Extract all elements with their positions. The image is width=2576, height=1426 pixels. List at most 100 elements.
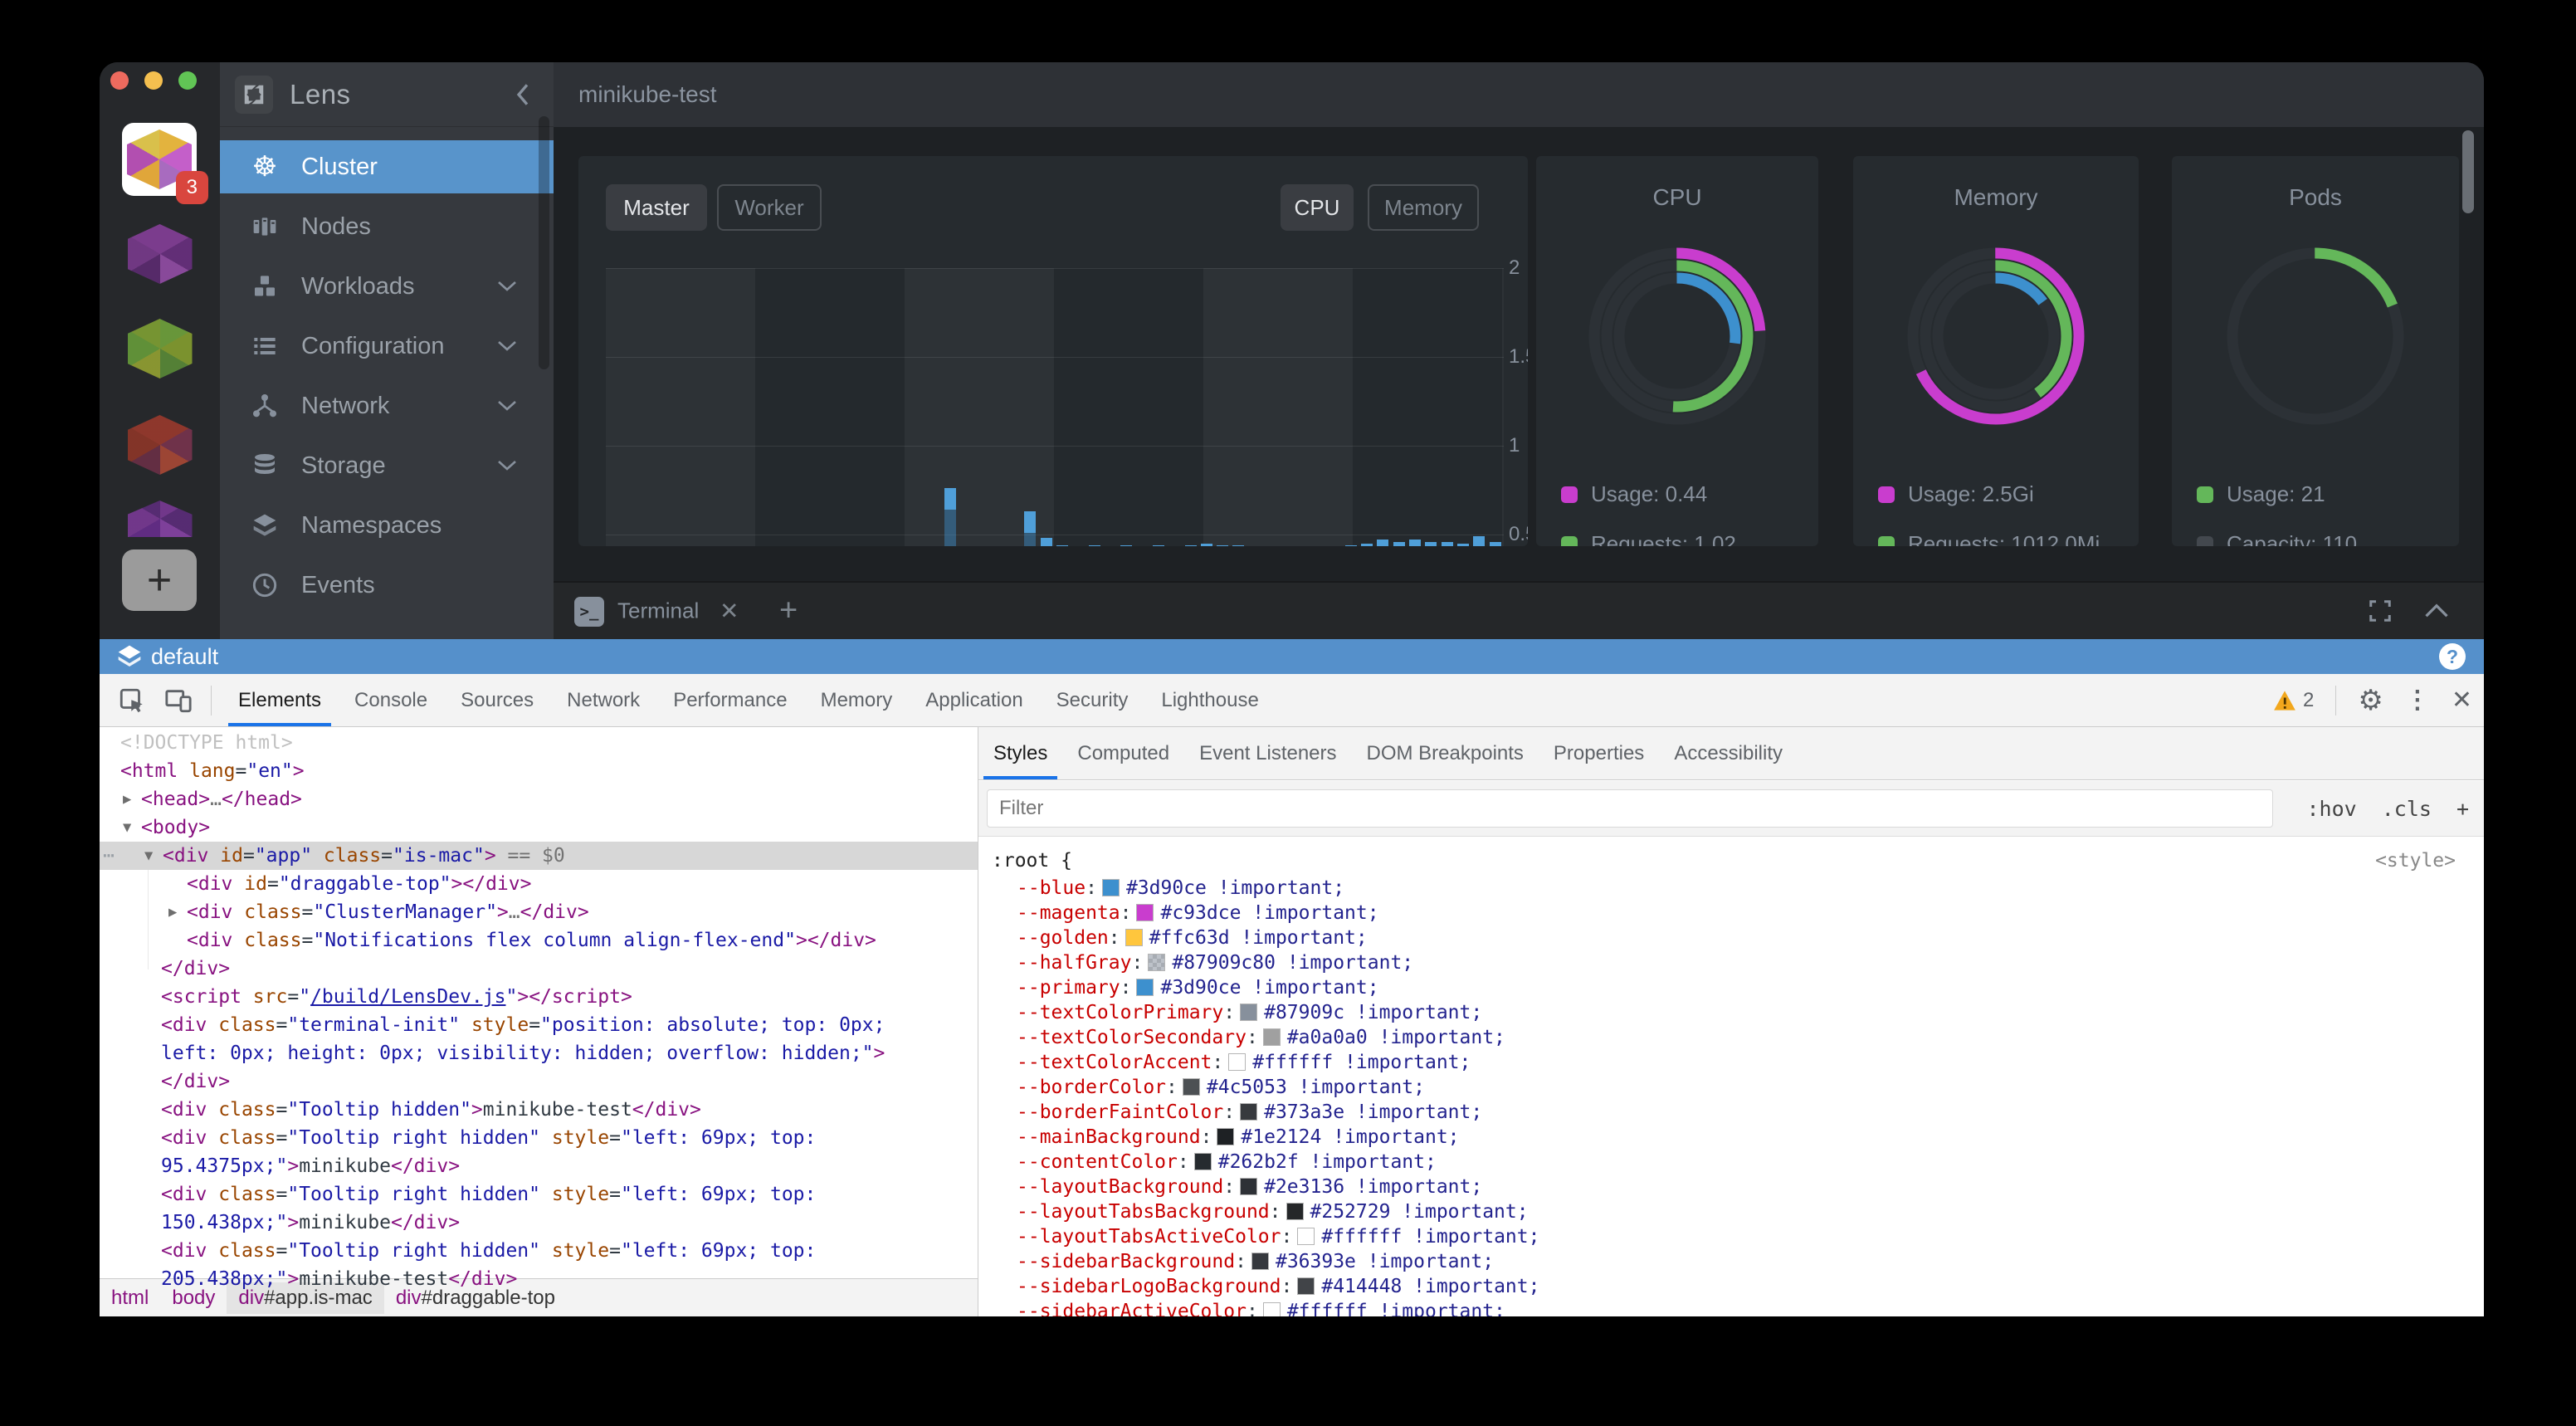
color-swatch[interactable]	[1262, 1028, 1281, 1046]
chart-bar[interactable]	[1425, 542, 1437, 546]
dom-tree-node[interactable]: <script src="/build/LensDev.js"></script…	[100, 983, 978, 1011]
sidebar-item-storage[interactable]: Storage	[220, 439, 554, 492]
rail-cluster-cluster-1[interactable]: 3	[122, 123, 208, 204]
dom-tree-node[interactable]: left: 0px; height: 0px; visibility: hidd…	[100, 1039, 978, 1067]
dom-tree-node[interactable]: </div>	[100, 955, 978, 983]
chart-bar[interactable]	[1345, 545, 1357, 546]
dom-tree-node[interactable]: ⋯ ▼ <div id="app" class="is-mac"> == $0	[100, 842, 978, 870]
chart-bar[interactable]	[1056, 545, 1068, 546]
color-swatch[interactable]	[1297, 1228, 1315, 1245]
sidebar-item-cluster[interactable]: ☸ Cluster	[220, 140, 554, 193]
styles-tab-computed[interactable]: Computed	[1077, 741, 1170, 764]
dom-tree-node[interactable]: <div id="draggable-top"></div>	[100, 870, 978, 898]
css-property-row[interactable]: --primary: #3d90ce !important;	[1017, 977, 1379, 999]
rail-cluster-cluster-2[interactable]	[100, 224, 220, 284]
chart-bar[interactable]	[1232, 545, 1244, 546]
devtools-tab-elements[interactable]: Elements	[222, 674, 338, 726]
rail-cluster-cluster-4[interactable]	[100, 415, 220, 475]
chart-bar[interactable]	[1201, 544, 1212, 546]
chart-bar[interactable]	[1361, 544, 1373, 546]
styles-tab-properties[interactable]: Properties	[1553, 741, 1645, 764]
warnings-indicator[interactable]: 2	[2273, 689, 2314, 712]
toggle-hov-button[interactable]: :hov	[2306, 796, 2357, 821]
css-property-row[interactable]: --layoutBackground: #2e3136 !important;	[1017, 1176, 1483, 1198]
dom-tree-node[interactable]: <div class="Tooltip right hidden" style=…	[100, 1124, 978, 1152]
chart-bar[interactable]	[1409, 540, 1421, 546]
css-property-row[interactable]: --borderColor: #4c5053 !important;	[1017, 1077, 1425, 1098]
chart-bar[interactable]	[1217, 545, 1228, 546]
color-swatch[interactable]	[1217, 1128, 1235, 1145]
rail-cluster-cluster-3[interactable]	[100, 319, 220, 378]
collapse-arrow-icon[interactable]: ▼	[123, 819, 132, 836]
dom-tree-node[interactable]: </div>	[100, 1067, 978, 1096]
dom-tree-node[interactable]: 150.438px;">minikube</div>	[100, 1209, 978, 1237]
css-property-row[interactable]: --sidebarBackground: #36393e !important;	[1017, 1251, 1495, 1272]
new-style-rule-button[interactable]: +	[2456, 796, 2469, 821]
close-window-button[interactable]	[110, 71, 129, 90]
css-property-row[interactable]: --magenta: #c93dce !important;	[1017, 902, 1379, 924]
chart-bar[interactable]	[1185, 545, 1197, 546]
breadcrumb-item[interactable]: div#draggable-top	[395, 1286, 555, 1309]
color-swatch[interactable]	[1125, 929, 1143, 946]
chart-bar[interactable]	[1490, 542, 1501, 546]
sidebar-scrollbar[interactable]	[539, 116, 549, 369]
dom-tree-node[interactable]: ▶ <head>…</head>	[100, 785, 978, 813]
dom-tree-node[interactable]: <div class="Tooltip right hidden" style=…	[100, 1180, 978, 1209]
styles-filter-input[interactable]	[987, 789, 2273, 828]
devtools-tab-sources[interactable]: Sources	[461, 688, 534, 711]
toggle-cls-button[interactable]: .cls	[2381, 796, 2432, 821]
sidebar-item-workloads[interactable]: Workloads	[220, 260, 554, 313]
styles-tab-event-listeners[interactable]: Event Listeners	[1199, 741, 1337, 764]
device-toolbar-button[interactable]	[164, 686, 193, 715]
css-property-row[interactable]: --golden: #ffc63d !important;	[1017, 927, 1368, 949]
metric-toggle-cpu-button[interactable]: CPU	[1281, 184, 1354, 231]
sidebar-item-namespaces[interactable]: Namespaces	[220, 499, 554, 552]
color-swatch[interactable]	[1228, 1053, 1247, 1071]
terminal-tab[interactable]: Terminal	[617, 598, 700, 623]
terminal-fullscreen-button[interactable]	[2368, 598, 2393, 623]
css-property-row[interactable]: --textColorPrimary: #87909c !important;	[1017, 1002, 1483, 1023]
color-swatch[interactable]	[1297, 1277, 1315, 1295]
color-swatch[interactable]	[1240, 1178, 1258, 1195]
devtools-settings-button[interactable]: ⚙	[2358, 684, 2383, 716]
content-scrollbar[interactable]	[2462, 130, 2474, 213]
color-swatch[interactable]	[1101, 879, 1120, 896]
sidebar-item-configuration[interactable]: Configuration	[220, 320, 554, 373]
devtools-tab-performance[interactable]: Performance	[673, 688, 788, 711]
terminal-new-tab-button[interactable]: +	[779, 593, 798, 628]
dom-tree-node[interactable]: <div class="terminal-init" style="positi…	[100, 1011, 978, 1039]
devtools-tab-network[interactable]: Network	[567, 688, 641, 711]
devtools-tab-lighthouse[interactable]: Lighthouse	[1161, 688, 1259, 711]
css-property-row[interactable]: --textColorAccent: #ffffff !important;	[1017, 1052, 1471, 1073]
chart-bar[interactable]	[1393, 542, 1405, 546]
devtools-tab-security[interactable]: Security	[1056, 688, 1129, 711]
css-property-row[interactable]: --halfGray: #87909c80 !important;	[1017, 952, 1414, 974]
color-swatch[interactable]	[1240, 1103, 1258, 1121]
dom-tree-node[interactable]: 95.4375px;">minikube</div>	[100, 1152, 978, 1180]
chart-bar[interactable]	[1377, 540, 1388, 546]
devtools-tab-memory[interactable]: Memory	[820, 688, 893, 711]
dom-tree-node[interactable]: ▶ <div class="ClusterManager">…</div>	[100, 898, 978, 926]
color-swatch[interactable]	[1136, 904, 1154, 921]
metric-toggle-memory-button[interactable]: Memory	[1368, 184, 1479, 231]
dom-tree-node[interactable]: <html lang="en">	[100, 757, 978, 785]
chart-bar[interactable]	[944, 488, 956, 546]
sidebar-item-nodes[interactable]: Nodes	[220, 200, 554, 253]
devtools-tab-console[interactable]: Console	[354, 688, 428, 711]
css-property-row[interactable]: --layoutTabsBackground: #252729 !importan…	[1017, 1201, 1529, 1223]
add-cluster-button[interactable]: +	[122, 549, 197, 611]
breadcrumb-item[interactable]: div#app.is-mac	[227, 1282, 384, 1314]
expand-arrow-icon[interactable]: ▶	[123, 791, 132, 808]
dom-tree-node[interactable]: 205.438px;">minikube-test</div>	[100, 1265, 978, 1293]
color-swatch[interactable]	[1262, 1302, 1281, 1316]
color-swatch[interactable]	[1136, 979, 1154, 996]
css-property-row[interactable]: --sidebarActiveColor: #ffffff !important;	[1017, 1299, 1505, 1316]
dom-tree-node[interactable]: <!DOCTYPE html>	[100, 729, 978, 757]
rail-cluster-cluster-5[interactable]	[100, 501, 220, 537]
dom-tree-node[interactable]: <div class="Tooltip right hidden" style=…	[100, 1237, 978, 1265]
color-swatch[interactable]	[1148, 954, 1166, 971]
chart-bar[interactable]	[1442, 542, 1453, 546]
help-button[interactable]: ?	[2439, 643, 2466, 670]
css-property-row[interactable]: --blue: #3d90ce !important;	[1017, 877, 1345, 899]
chart-bar[interactable]	[1089, 545, 1100, 546]
